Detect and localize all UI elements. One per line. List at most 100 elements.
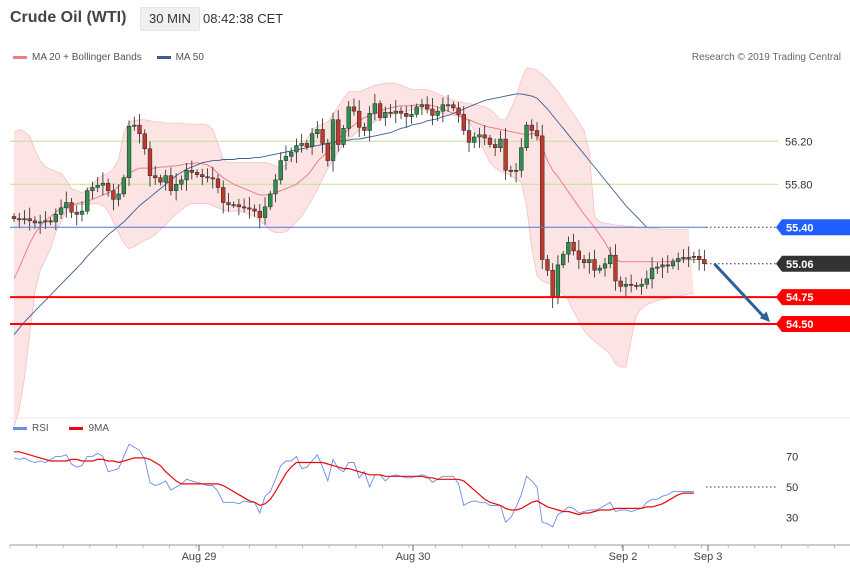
candle (142, 129, 147, 155)
candle-body (90, 187, 95, 191)
candle-body (461, 114, 466, 131)
candle (247, 196, 252, 219)
candle-body (409, 114, 414, 117)
candle-body (241, 206, 247, 209)
candle-body (126, 125, 132, 179)
candle (64, 191, 69, 218)
candle (85, 187, 90, 215)
price-tag-label: 55.06 (786, 259, 814, 271)
candle (571, 233, 576, 256)
candle (430, 98, 435, 126)
candle-body (482, 134, 487, 139)
guide-label: 56.20 (785, 136, 813, 148)
candle (676, 252, 681, 271)
candle-body (566, 242, 571, 255)
candle (48, 217, 53, 226)
candle-body (435, 110, 440, 116)
candle (451, 101, 456, 112)
candle (215, 174, 221, 194)
candle (545, 254, 550, 277)
candle (404, 106, 409, 128)
price-levels: 55.40 55.06 54.75 54.50 (10, 219, 850, 332)
candle-body (341, 128, 346, 145)
candle (116, 184, 121, 207)
candle-body (179, 179, 184, 185)
candle (414, 103, 419, 118)
candle-body (419, 104, 425, 108)
candle (472, 132, 477, 149)
candle-body (121, 177, 126, 195)
candle (241, 198, 247, 213)
candle-body (257, 210, 262, 218)
candle-body (262, 206, 268, 218)
candle (304, 140, 310, 150)
candle-body (440, 104, 446, 112)
price-tag-label: 55.40 (786, 222, 814, 234)
candle (357, 100, 362, 137)
candle (121, 174, 126, 198)
candle-body (221, 187, 226, 203)
candle-body (649, 267, 655, 280)
candle-body (283, 156, 289, 161)
candle (330, 112, 336, 172)
candle (529, 119, 534, 139)
candle-body (655, 266, 660, 269)
candle (461, 105, 466, 136)
candle-body (48, 220, 53, 223)
candle-body (215, 178, 221, 188)
candle (126, 120, 132, 187)
candle (205, 168, 210, 183)
candle-body (545, 259, 550, 271)
candle-body (404, 113, 409, 117)
interval-selector[interactable]: 30 MIN (140, 7, 200, 31)
candle (38, 214, 43, 234)
candle (477, 127, 482, 148)
candle (702, 249, 707, 271)
candle-body (153, 175, 158, 179)
candle-body (445, 104, 451, 107)
candle (367, 106, 372, 142)
candle-body (168, 175, 174, 191)
candle-body (32, 220, 38, 224)
candle (566, 236, 571, 263)
candle-body (231, 204, 236, 207)
candle-body (472, 136, 477, 143)
candle (153, 165, 158, 185)
candle (278, 152, 283, 185)
candle-body (200, 174, 205, 177)
candle-body (634, 285, 639, 287)
bollinger-fill (14, 68, 694, 427)
candlesticks[interactable] (11, 93, 707, 309)
candle (383, 106, 388, 126)
candle (435, 106, 440, 122)
candle (597, 264, 602, 274)
candle (639, 278, 644, 295)
candle (163, 169, 168, 191)
candle-body (74, 211, 79, 215)
candle-body (686, 257, 691, 259)
candle (147, 141, 153, 187)
candle-body (681, 257, 686, 259)
price-tag-shape (776, 316, 850, 332)
candle (513, 163, 519, 183)
candle-body (524, 124, 529, 148)
candle-body (210, 177, 215, 180)
candle (90, 181, 95, 200)
candle-body (17, 218, 22, 221)
candle (111, 183, 116, 211)
candle (519, 138, 524, 178)
candle (168, 167, 174, 196)
candle (425, 96, 430, 114)
candle (351, 98, 357, 116)
candle-body (142, 133, 147, 150)
candle-body (388, 111, 393, 114)
guide-lines: 56.20 55.80 (10, 136, 813, 191)
candle (503, 128, 508, 180)
candle (137, 114, 142, 144)
candle-body (534, 130, 540, 137)
candle (100, 172, 106, 195)
candle-body (613, 254, 618, 282)
candle-body (587, 259, 592, 263)
candle-body (111, 190, 116, 200)
